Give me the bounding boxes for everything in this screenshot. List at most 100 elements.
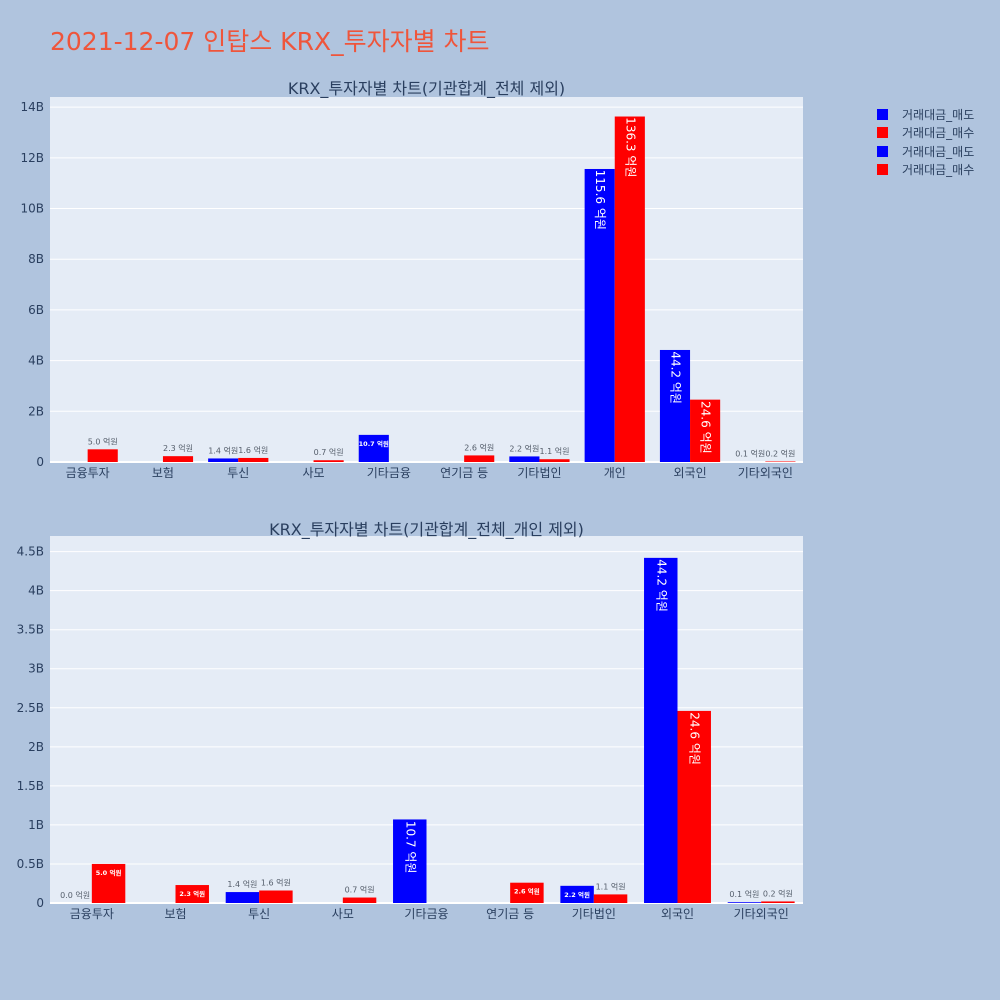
bar-buy[interactable] — [539, 459, 570, 462]
bar-buy[interactable] — [259, 890, 293, 903]
legend-label: 거래대금_매수 — [902, 163, 974, 177]
legend-label: 거래대금_매도 — [902, 108, 974, 122]
y-tick-label: 3B — [28, 662, 44, 676]
bar-value-label: 0.2 억원 — [765, 448, 795, 458]
legend-item[interactable]: 거래대금_매도 — [877, 108, 974, 122]
x-tick-label: 연기금 등 — [440, 466, 488, 480]
legend-item[interactable]: 거래대금_매수 — [877, 126, 974, 140]
bar-value-label: 0.2 억원 — [763, 888, 793, 898]
bar-value-label: 1.1 억원 — [540, 446, 570, 456]
y-tick-label: 2B — [28, 740, 44, 754]
bar-value-label: 2.2 억원 — [564, 890, 590, 899]
bar-value-label: 2.6 억원 — [514, 887, 540, 896]
y-tick-label: 2B — [28, 404, 44, 418]
bar-buy[interactable] — [614, 116, 645, 462]
bar-sell[interactable] — [393, 819, 427, 903]
bar-buy[interactable] — [313, 460, 344, 462]
bar-buy[interactable] — [91, 863, 126, 903]
bar-value-label: 115.6 억원 — [593, 170, 607, 230]
y-tick-label: 6B — [28, 303, 44, 317]
y-tick-label: 0 — [36, 455, 44, 469]
x-tick-label: 사모 — [303, 466, 325, 480]
x-tick-label: 기타법인 — [572, 907, 616, 921]
x-tick-label: 금융투자 — [70, 907, 114, 921]
bar-buy[interactable] — [464, 455, 495, 462]
y-tick-label: 4B — [28, 584, 44, 598]
legend-swatch-sell — [877, 146, 888, 157]
bar-buy[interactable] — [765, 461, 796, 462]
bar-buy[interactable] — [162, 456, 194, 462]
y-tick-label: 2.5B — [17, 701, 44, 715]
x-tick-label: 기타금융 — [404, 907, 448, 921]
bar-buy[interactable] — [761, 901, 795, 903]
bar-value-label: 5.0 억원 — [96, 868, 122, 877]
bar-value-label: 1.6 억원 — [238, 445, 268, 455]
chart-excluding-institution-total: KRX_투자자별 차트(기관합계_전체 제외) 0 2B 4B 6B 8B 10B 12B 14… — [20, 79, 803, 480]
y-tick-label: 12B — [20, 151, 44, 165]
bar-sell[interactable] — [225, 892, 260, 903]
x-tick-label: 보험 — [152, 466, 174, 480]
legend-item[interactable]: 거래대금_매수 — [877, 163, 974, 177]
bar-value-label: 1.1 억원 — [596, 881, 626, 891]
y-tick-label: 4.5B — [17, 545, 44, 559]
bar-sell[interactable] — [727, 902, 762, 903]
bar-value-label: 0.0 억원 — [60, 890, 90, 900]
bar-value-label: 24.6 억원 — [699, 401, 713, 454]
x-tick-label: 기타금융 — [367, 466, 411, 480]
bar-buy[interactable] — [87, 449, 118, 462]
bar-value-label: 5.0 억원 — [88, 436, 118, 446]
legend: 거래대금_매도 거래대금_매수 거래대금_매도 거래대금_매수 — [877, 108, 974, 177]
y-tick-label: 14B — [20, 100, 44, 114]
bar-sell[interactable] — [584, 168, 615, 462]
bar-sell[interactable] — [560, 885, 594, 903]
bar-buy[interactable] — [593, 894, 628, 903]
bar-buy[interactable] — [677, 710, 711, 903]
chart-title: KRX_투자자별 차트(기관합계_전체 제외) — [288, 79, 565, 99]
bar-sell[interactable] — [358, 434, 389, 462]
bar-sell[interactable] — [659, 349, 691, 462]
bar-value-label: 10.7 억원 — [359, 439, 389, 448]
x-tick-label: 개인 — [604, 466, 626, 480]
y-tick-label: 0 — [36, 896, 44, 910]
x-tick-label: 사모 — [332, 907, 354, 921]
bar-value-label: 10.7 억원 — [403, 821, 417, 874]
bar-value-label: 0.1 억원 — [729, 889, 759, 899]
legend-swatch-buy — [877, 164, 888, 175]
bar-buy[interactable] — [690, 399, 721, 462]
bar-value-label: 2.3 억원 — [179, 889, 205, 898]
x-tick-label: 기타외국인 — [738, 466, 793, 480]
bar-value-label: 0.1 억원 — [735, 449, 765, 459]
bar-buy[interactable] — [175, 885, 209, 903]
bar-value-label: 1.6 억원 — [261, 878, 291, 888]
chart-excluding-institution-total-and-individual: KRX_투자자별 차트(기관합계_전체_개인 제외) 0 0.5B 1B 1.5B 2B 2… — [17, 520, 803, 921]
x-tick-label: 외국인 — [661, 907, 694, 921]
legend-swatch-sell — [877, 109, 888, 120]
bar-sell[interactable] — [644, 557, 678, 903]
bar-value-label: 1.4 억원 — [227, 879, 257, 889]
y-tick-label: 10B — [20, 202, 44, 216]
bar-sell[interactable] — [208, 458, 239, 462]
y-tick-label: 8B — [28, 252, 44, 266]
bar-sell[interactable] — [509, 456, 540, 462]
y-tick-label: 4B — [28, 354, 44, 368]
bar-value-label: 0.7 억원 — [314, 447, 344, 457]
legend-swatch-buy — [877, 127, 888, 138]
bar-value-label: 0.7 억원 — [345, 885, 375, 895]
bar-value-label: 2.3 억원 — [163, 443, 193, 453]
legend-item[interactable]: 거래대금_매도 — [877, 145, 974, 159]
bar-value-label: 24.6 억원 — [688, 712, 702, 765]
y-tick-label: 0.5B — [17, 857, 44, 871]
bar-buy[interactable] — [342, 897, 377, 903]
bar-buy[interactable] — [238, 457, 269, 462]
legend-label: 거래대금_매도 — [902, 145, 974, 159]
bar-value-label: 136.3 억원 — [623, 117, 637, 177]
bar-buy[interactable] — [510, 882, 544, 903]
x-tick-label: 투신 — [248, 907, 270, 921]
legend-label: 거래대금_매수 — [902, 126, 974, 140]
x-tick-label: 기타외국인 — [734, 907, 789, 921]
bar-value-label: 44.2 억원 — [668, 351, 682, 404]
bar-value-label: 1.4 억원 — [208, 445, 238, 455]
x-tick-label: 기타법인 — [517, 466, 561, 480]
bar-value-label: 44.2 억원 — [654, 559, 668, 612]
